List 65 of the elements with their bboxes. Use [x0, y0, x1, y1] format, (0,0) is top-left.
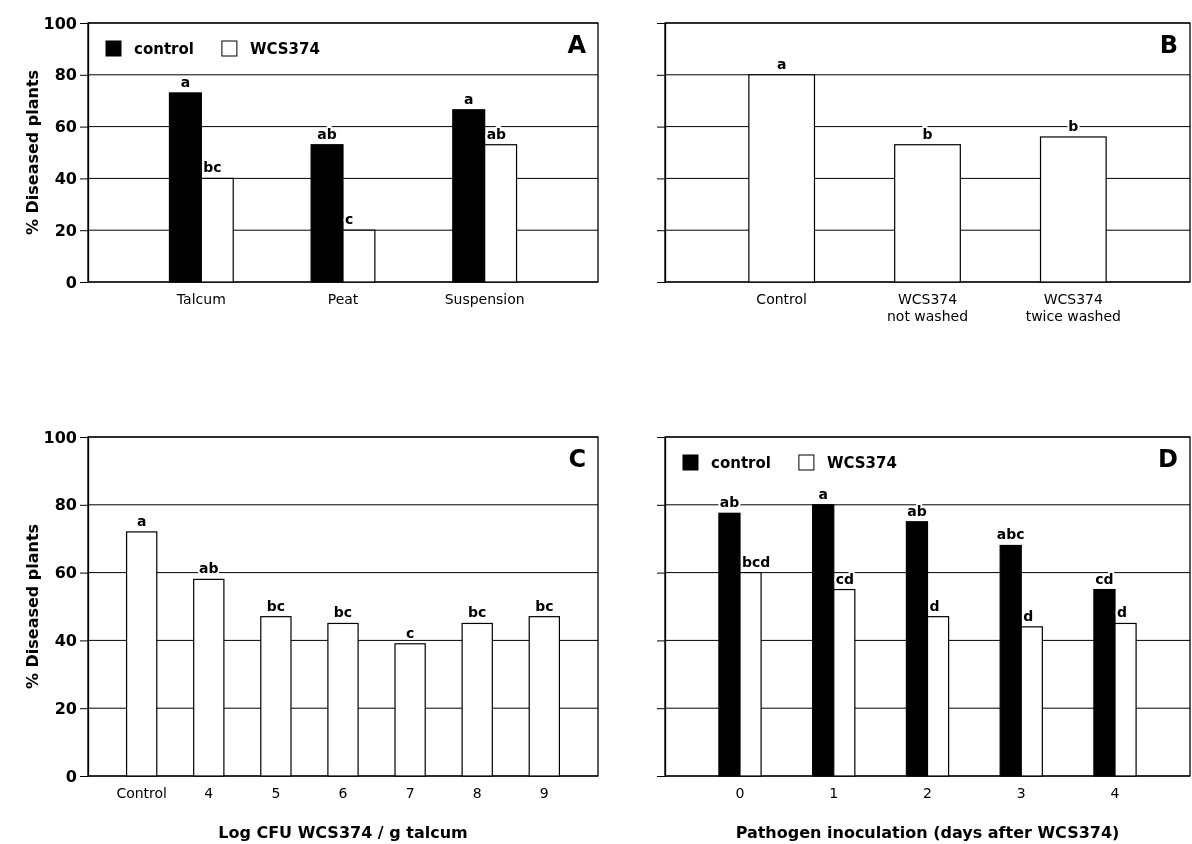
data-label: bc — [333, 604, 353, 621]
data-label: a — [818, 485, 828, 502]
x-tick-label: Suspension — [444, 291, 525, 307]
y-tick-label: 40 — [54, 169, 77, 189]
data-label: a — [136, 512, 147, 529]
x-axis-title: Log CFU WCS374 / g talcum — [218, 823, 468, 842]
x-tick-label: 4 — [204, 785, 214, 801]
legend-label: control — [711, 454, 771, 472]
legend-label: control — [134, 40, 194, 58]
x-tick-label: 3 — [1016, 785, 1026, 801]
y-tick-label: 0 — [65, 766, 77, 786]
x-tick-label: 1 — [829, 785, 839, 801]
x-tick-label: 0 — [735, 785, 745, 801]
data-label: ab — [907, 502, 927, 519]
y-tick-label: 60 — [54, 563, 77, 583]
y-tick-label: 80 — [54, 495, 77, 515]
data-label: d — [1117, 604, 1128, 621]
x-tick-label: 6 — [338, 785, 348, 801]
data-label: d — [929, 597, 940, 614]
y-tick-label: 60 — [54, 117, 77, 137]
x-tick-label: 9 — [539, 785, 549, 801]
chart-title: C — [568, 445, 586, 473]
data-label: a — [180, 73, 191, 90]
x-tick-label: Control — [116, 785, 167, 801]
x-tick-label: 4 — [1110, 785, 1120, 801]
data-label: ab — [317, 125, 337, 142]
data-label: bcd — [742, 553, 771, 570]
x-tick-label: 8 — [472, 785, 482, 801]
legend-label: WCS374 — [826, 454, 897, 472]
data-label: ab — [486, 125, 507, 142]
data-label: c — [405, 624, 415, 641]
data-label: bc — [468, 604, 487, 621]
y-tick-label: 0 — [65, 272, 77, 292]
x-tick-label: Control — [756, 291, 807, 307]
x-tick-label: Talcum — [175, 291, 226, 307]
y-axis-title: % Diseased plants — [23, 523, 42, 690]
data-label: b — [922, 125, 933, 142]
data-label: bc — [535, 597, 554, 614]
x-tick-label: WCS374 twice washed — [1025, 291, 1121, 324]
y-tick-label: 20 — [54, 698, 77, 718]
y-tick-label: 40 — [54, 631, 77, 651]
x-tick-label: WCS374 not washed — [886, 291, 969, 324]
data-label: d — [1023, 607, 1034, 624]
y-tick-label: 80 — [54, 65, 77, 85]
data-label: abc — [996, 526, 1025, 543]
x-tick-label: 2 — [923, 785, 932, 801]
data-label: bc — [203, 159, 222, 176]
x-tick-label: 5 — [271, 785, 281, 801]
data-label: cd — [835, 570, 855, 587]
data-label: cd — [1095, 570, 1114, 587]
legend-label: WCS374 — [249, 40, 320, 58]
y-tick-label: 20 — [54, 220, 77, 240]
data-label: c — [345, 211, 354, 228]
data-label: a — [464, 90, 474, 107]
chart-title: D — [1158, 445, 1178, 473]
x-axis-title: Pathogen inoculation (days after WCS374) — [735, 823, 1120, 842]
y-axis-title: % Diseased plants — [23, 69, 42, 236]
chart-title: A — [567, 31, 587, 59]
x-tick-label: 7 — [405, 785, 415, 801]
data-label: a — [776, 55, 787, 72]
data-label: bc — [266, 597, 286, 614]
y-tick-label: 100 — [43, 427, 77, 447]
x-tick-label: Peat — [327, 291, 359, 307]
chart-title: B — [1159, 31, 1178, 59]
y-tick-label: 100 — [43, 13, 77, 33]
